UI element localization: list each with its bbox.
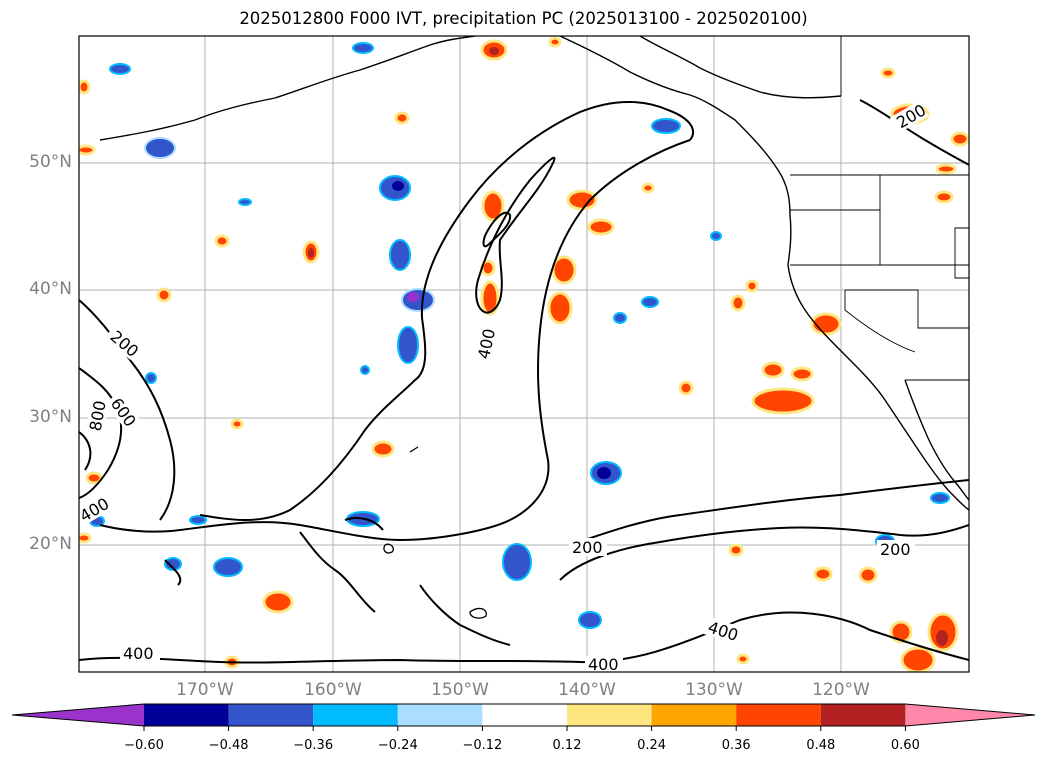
colorbar-segment (820, 704, 906, 726)
colorbar-segment (736, 704, 821, 726)
islands (383, 446, 487, 619)
colorbar-segment (651, 704, 737, 726)
contour-label: 400 (588, 655, 619, 674)
colorbar-tick-label: 0.60 (890, 738, 920, 753)
colorbar-tick-label: −0.60 (124, 738, 164, 753)
lon-label: 120°W (812, 680, 870, 700)
political-borders (790, 36, 969, 381)
colorbar-tick-label: −0.12 (462, 738, 503, 753)
lon-label: 130°W (685, 680, 743, 700)
contour-label: 200 (572, 538, 603, 557)
colorbar-tick-label: −0.24 (377, 738, 418, 753)
lon-label: 170°W (176, 680, 234, 700)
colorbar-tick-label: 0.36 (721, 738, 751, 753)
lon-label: 160°W (304, 680, 362, 700)
colorbar-tick-label: −0.36 (293, 738, 334, 753)
colorbar (11, 703, 1036, 731)
lat-label: 20°N (29, 534, 72, 554)
colorbar-segment (313, 704, 398, 726)
colorbar-tick-label: 0.48 (806, 738, 836, 753)
contour-label: 400 (123, 644, 154, 663)
coastlines (99, 36, 969, 511)
colorbar-segment (567, 704, 652, 726)
contour-label: 200 (880, 540, 911, 559)
map-canvas: 200 200 200 200 400 400 400 400 400 600 … (79, 36, 969, 674)
colorbar-segment (397, 704, 483, 726)
ivt-contours (79, 99, 969, 664)
colorbar-tick-label: −0.48 (208, 738, 249, 753)
precip-negative-blobs (89, 42, 950, 629)
lat-label: 40°N (29, 279, 72, 299)
lon-label: 150°W (431, 680, 489, 700)
colorbar-segment (144, 704, 229, 726)
colorbar-extend-high (905, 704, 1035, 726)
map-frame (78, 35, 970, 673)
colorbar-segment (482, 704, 567, 726)
map-title: 2025012800 F000 IVT, precipitation PC (2… (239, 9, 808, 28)
colorbar-tick-label: 0.12 (552, 738, 582, 753)
gridlines (79, 36, 969, 672)
lat-label: 50°N (29, 152, 72, 172)
lon-label: 140°W (558, 680, 616, 700)
colorbar-tick-label: 0.24 (637, 738, 667, 753)
colorbar-segment (228, 704, 314, 726)
lat-label: 30°N (29, 407, 72, 427)
colorbar-extend-low (12, 704, 144, 726)
